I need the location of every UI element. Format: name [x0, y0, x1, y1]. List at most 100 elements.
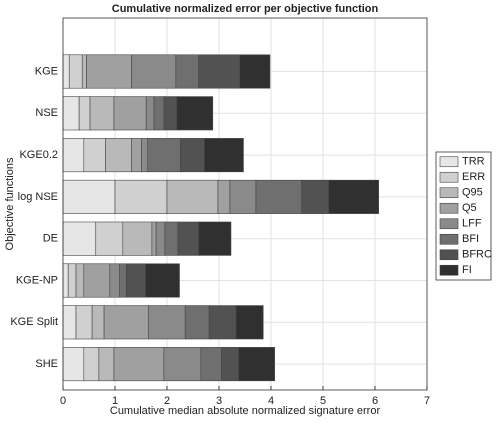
legend-swatch	[439, 233, 459, 245]
bar-segment	[204, 138, 244, 173]
bar-segment	[95, 221, 124, 256]
bar-segment	[131, 138, 142, 173]
bar-segment	[62, 263, 69, 298]
bar-segment	[221, 347, 240, 382]
bar-segment	[98, 347, 115, 382]
bar-segment	[166, 179, 219, 214]
bar-segment	[177, 221, 200, 256]
bar-segment	[109, 263, 120, 298]
y-tick-label: SHE	[35, 358, 58, 370]
legend-label: BFRC	[462, 249, 492, 261]
y-axis-label: Objective functions	[4, 157, 16, 250]
bar-segment	[176, 96, 214, 131]
bar-segment	[198, 221, 232, 256]
bar-segment	[86, 54, 132, 89]
bar-segment	[83, 263, 111, 298]
bar-segment	[67, 263, 77, 298]
x-axis-label: Cumulative median absolute normalized si…	[110, 405, 381, 417]
bar-segment	[68, 54, 83, 89]
x-tick-label: 2	[164, 395, 170, 407]
bar-segment	[141, 138, 149, 173]
x-tick-label: 6	[372, 395, 378, 407]
x-tick-label: 1	[112, 395, 118, 407]
chart-title: Cumulative normalized error per objectiv…	[112, 3, 379, 15]
bar-segment	[217, 179, 231, 214]
bar-segment	[91, 305, 105, 340]
x-tick-label: 4	[268, 395, 274, 407]
legend-swatch	[439, 249, 459, 261]
bar-segment	[119, 263, 127, 298]
bar-segment	[239, 54, 271, 89]
y-tick-label: log NSE	[18, 191, 58, 203]
bar-segment	[147, 305, 186, 340]
bar-segment	[113, 96, 147, 131]
bar-segment	[180, 138, 205, 173]
x-tick-label: 3	[216, 395, 222, 407]
plot-frame	[62, 17, 428, 391]
bar-segment	[145, 96, 155, 131]
y-tick-label: KGE Split	[10, 316, 58, 328]
bar-segment	[113, 347, 165, 382]
y-tick-label: NSE	[35, 107, 58, 119]
legend-swatch	[439, 171, 459, 183]
bar-segment	[164, 221, 179, 256]
bar-segment	[62, 221, 97, 256]
legend-swatch	[439, 218, 459, 230]
legend-label: ERR	[462, 171, 485, 183]
bar-segment	[75, 305, 93, 340]
bar-segment	[105, 138, 132, 173]
y-tick-label: KGE	[35, 65, 58, 77]
legend-label: FI	[462, 264, 472, 276]
bar-segment	[229, 179, 257, 214]
bar-segment	[62, 138, 85, 173]
bar-segment	[301, 179, 330, 214]
bar-segment	[208, 305, 237, 340]
bar-segment	[83, 347, 100, 382]
bar-segment	[78, 96, 91, 131]
bar-segment	[151, 221, 157, 256]
bar-segment	[131, 54, 177, 89]
y-tick-label: KGE0.2	[19, 149, 58, 161]
legend-swatch	[439, 264, 459, 276]
legend-label: LFF	[462, 218, 482, 230]
bar-segment	[126, 263, 146, 298]
bar-segment	[153, 96, 165, 131]
legend-label: TRR	[462, 156, 485, 168]
bar-segment	[163, 347, 202, 382]
bar-segment	[198, 54, 241, 89]
bar-segment	[62, 305, 77, 340]
x-tick-label: 7	[424, 395, 430, 407]
bar-segment	[235, 305, 264, 340]
bar-segment	[155, 221, 166, 256]
legend-swatch	[439, 202, 459, 214]
bar-segment	[62, 179, 116, 214]
bar-segment	[75, 263, 85, 298]
bar-segment	[122, 221, 153, 256]
legend-swatch	[439, 156, 459, 168]
legend-label: BFI	[462, 233, 479, 245]
bar-segment	[328, 179, 379, 214]
bar-segment	[238, 347, 275, 382]
bar-segment	[200, 347, 222, 382]
bar-segment	[83, 138, 106, 173]
y-tick-label: DE	[43, 233, 58, 245]
legend-label: Q95	[462, 187, 483, 199]
bar-segment	[62, 347, 85, 382]
bar-segment	[81, 54, 87, 89]
bar-segment	[184, 305, 210, 340]
bar-segment	[114, 179, 168, 214]
bar-segment	[147, 138, 181, 173]
bar-segment	[255, 179, 302, 214]
bar-segment	[62, 96, 80, 131]
bar-segment	[163, 96, 178, 131]
y-tick-label: KGE-NP	[16, 274, 58, 286]
bar-segment	[62, 54, 70, 89]
legend-label: Q5	[462, 202, 477, 214]
x-tick-label: 0	[60, 395, 66, 407]
x-tick-label: 5	[320, 395, 326, 407]
bar-segment	[145, 263, 180, 298]
bar-segment	[89, 96, 115, 131]
legend-swatch	[439, 187, 459, 199]
bar-segment	[103, 305, 149, 340]
